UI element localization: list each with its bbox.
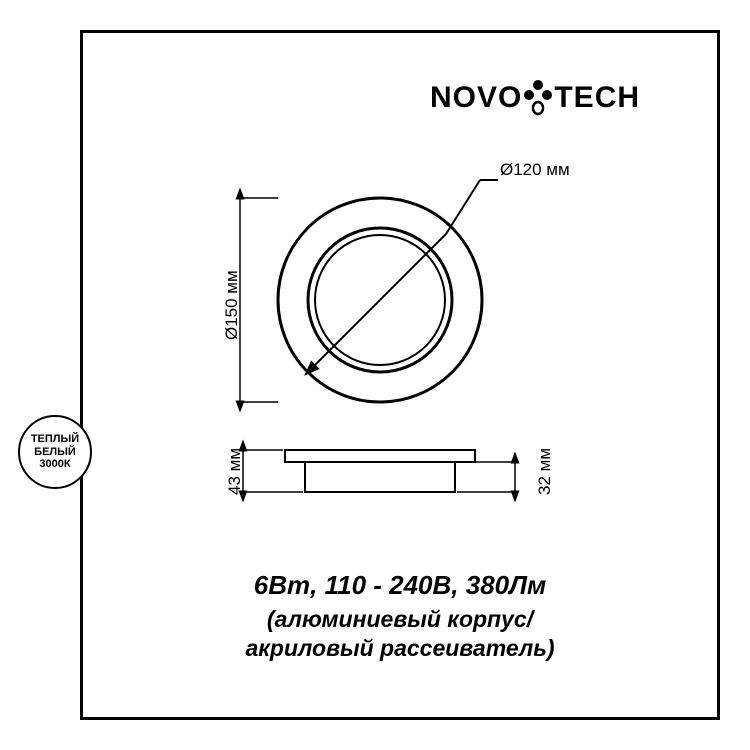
logo-icon <box>524 80 552 116</box>
specs-line2b: акриловый рассеиватель) <box>245 635 554 661</box>
label-43: 43 мм <box>225 448 245 495</box>
color-temp-badge: ТЕПЛЫЙ БЕЛЫЙ 3000К <box>18 415 92 489</box>
logo-text-right: TECH <box>554 81 640 115</box>
specs-line1: 6Bm, 110 - 240B, 380Лм <box>80 570 720 601</box>
badge-line1: ТЕПЛЫЙ <box>31 433 79 446</box>
specs-block: 6Bm, 110 - 240B, 380Лм (алюминиевый корп… <box>80 570 720 663</box>
label-d120: Ø120 мм <box>500 160 570 180</box>
logo-text-left: NOVO <box>430 81 522 115</box>
label-d150: Ø150 мм <box>222 270 242 340</box>
badge-line2: БЕЛЫЙ <box>34 446 76 459</box>
label-32: 32 мм <box>535 448 555 495</box>
brand-logo: NOVO TECH <box>430 80 640 116</box>
badge-line3: 3000К <box>39 458 70 471</box>
specs-line2a: (алюминиевый корпус/ <box>267 606 533 632</box>
